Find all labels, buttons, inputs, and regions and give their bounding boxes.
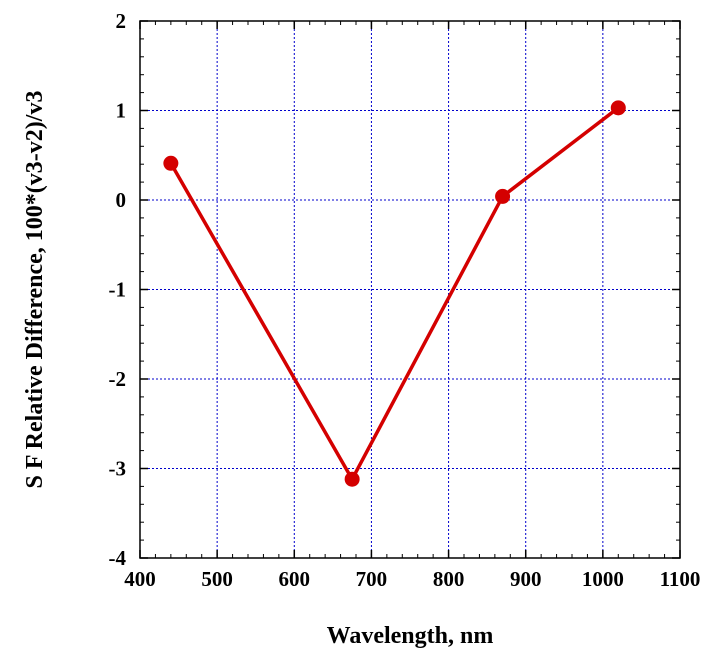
x-tick-label: 800 — [433, 567, 465, 591]
x-tick-label: 1000 — [582, 567, 624, 591]
x-tick-label: 900 — [510, 567, 542, 591]
x-tick-label: 700 — [356, 567, 388, 591]
series-line — [169, 106, 620, 481]
plot-frame — [139, 20, 681, 559]
data-point — [344, 471, 360, 487]
data-point — [495, 188, 511, 204]
x-tick-label: 600 — [279, 567, 311, 591]
y-tick-label: 1 — [116, 99, 127, 123]
y-tick-label: -4 — [109, 546, 127, 570]
y-tick-labels: -4 -3 -2 -1 0 1 2 — [109, 9, 127, 570]
y-tick-label: -1 — [109, 278, 127, 302]
x-tick-label: 500 — [201, 567, 233, 591]
x-tick-label: 1100 — [660, 567, 701, 591]
y-tick-label: -3 — [109, 457, 127, 481]
y-tick-label: 2 — [116, 9, 127, 33]
data-point — [163, 155, 179, 171]
data-point — [610, 100, 626, 116]
x-tick-labels: 400 500 600 700 800 900 1000 1100 — [124, 567, 700, 591]
series-group — [163, 100, 626, 487]
y-tick-label: 0 — [116, 188, 127, 212]
x-tick-label: 400 — [124, 567, 156, 591]
y-tick-label: -2 — [109, 367, 127, 391]
x-axis-label: Wavelength, nm — [327, 623, 494, 649]
y-axis-label: S F Relative Difference, 100*(v3-v2)/v3 — [22, 91, 48, 489]
grid — [140, 21, 680, 558]
